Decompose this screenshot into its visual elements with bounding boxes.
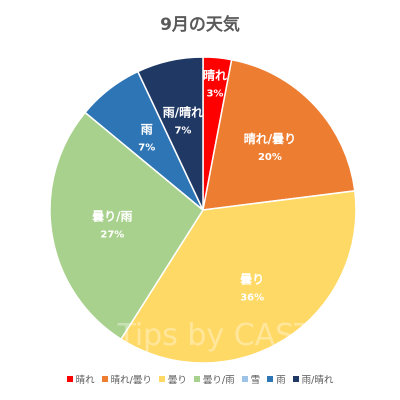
slice-value-label-1: 20% bbox=[258, 152, 282, 163]
legend-label-5: 雨 bbox=[276, 375, 286, 386]
slice-value-label-5: 7% bbox=[138, 142, 155, 153]
slice-value-label-0: 3% bbox=[206, 89, 223, 100]
legend-label-2: 曇り bbox=[167, 375, 187, 386]
legend-swatch-2 bbox=[158, 376, 165, 382]
legend-item-5: 雨 bbox=[267, 372, 286, 386]
pie-slice-2 bbox=[119, 189, 357, 364]
legend-item-6: 雨/晴れ bbox=[292, 372, 334, 386]
slice-value-label-3: 27% bbox=[100, 229, 124, 240]
watermark-text: Tips by CAST bbox=[116, 318, 313, 353]
slice-value-label-6: 7% bbox=[174, 125, 191, 136]
legend-label-3: 曇り/雨 bbox=[202, 375, 235, 386]
pie-labels: 晴れ 3% 晴れ/曇り 20% 曇り 36% 曇り/雨 27% 雨 7% 雨/晴れ 7% bbox=[92, 68, 296, 304]
pie-slice-3 bbox=[49, 111, 204, 341]
chart-legend: 晴れ 晴れ/曇り 曇り 曇り/雨 雪 雨 雨/晴れ bbox=[0, 372, 400, 386]
legend-item-4: 雪 bbox=[241, 372, 261, 386]
legend-item-3: 曇り/雨 bbox=[193, 372, 235, 386]
pie-slices bbox=[49, 56, 357, 364]
pie-slice-1 bbox=[202, 58, 356, 211]
legend-swatch-5 bbox=[267, 376, 274, 382]
legend-swatch-4 bbox=[241, 376, 248, 382]
legend-swatch-6 bbox=[292, 376, 299, 382]
pie-slice-6 bbox=[136, 56, 204, 211]
legend-label-6: 雨/晴れ bbox=[301, 375, 334, 386]
legend-label-0: 晴れ bbox=[75, 375, 95, 386]
legend-label-4: 雪 bbox=[250, 375, 261, 386]
slice-category-label-2: 曇り bbox=[240, 273, 264, 287]
legend-swatch-3 bbox=[193, 376, 200, 382]
slice-value-label-2: 36% bbox=[240, 293, 264, 304]
legend-item-1: 晴れ/曇り bbox=[101, 372, 152, 386]
slice-category-label-3: 曇り/雨 bbox=[92, 209, 132, 223]
slice-category-label-5: 雨 bbox=[141, 122, 153, 136]
slice-category-label-0: 晴れ bbox=[203, 68, 227, 83]
legend-item-2: 曇り bbox=[158, 372, 187, 386]
legend-swatch-1 bbox=[101, 376, 108, 382]
chart-title: 9月の天気 bbox=[160, 15, 240, 35]
legend-label-1: 晴れ/曇り bbox=[110, 375, 152, 386]
legend-swatch-0 bbox=[66, 376, 73, 382]
slice-category-label-6: 雨/晴れ bbox=[163, 104, 203, 119]
slice-category-label-1: 晴れ/曇り bbox=[244, 131, 296, 146]
legend-item-0: 晴れ bbox=[66, 372, 95, 386]
